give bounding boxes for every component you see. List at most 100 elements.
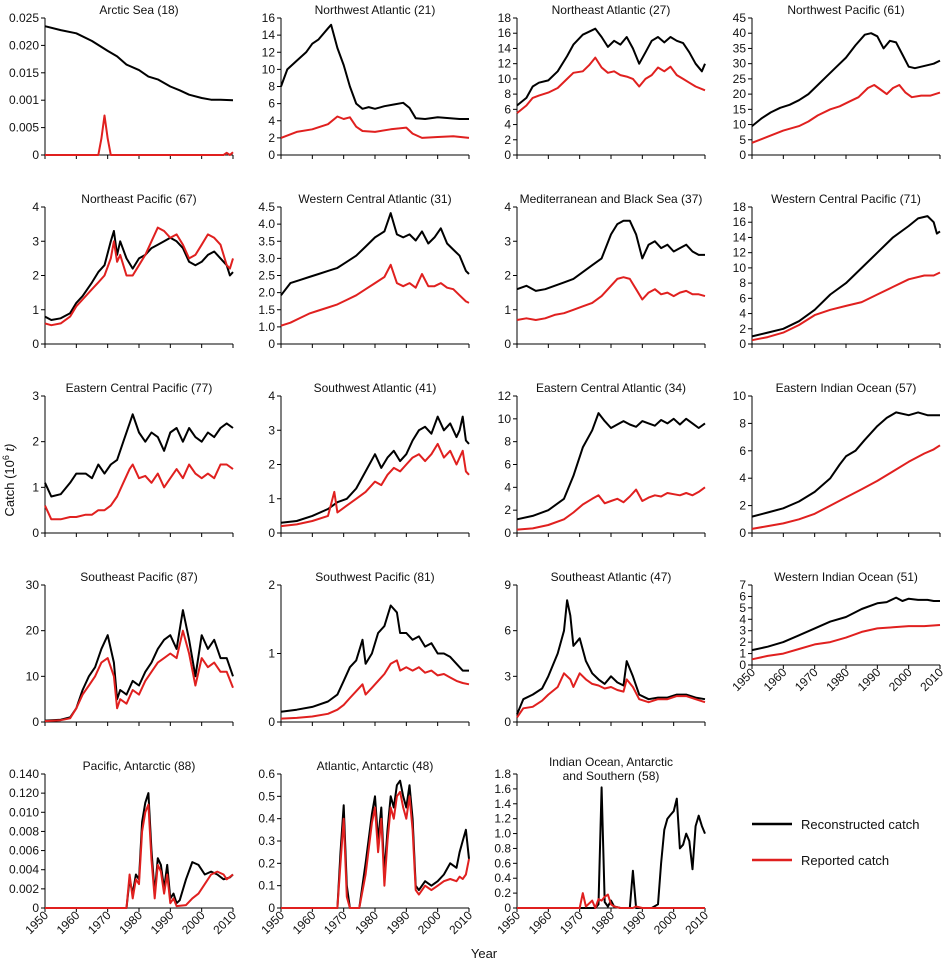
reconstructed-catch-line — [516, 219, 705, 292]
y-tick-label: 10 — [498, 72, 512, 86]
y-tick-label: 12 — [262, 45, 276, 59]
x-tick-label: 2000 — [651, 908, 680, 937]
y-tick-label: 0.025 — [9, 11, 39, 25]
y-tick-label: 8 — [504, 87, 511, 101]
y-tick-label: 2 — [504, 133, 511, 147]
panel-title: Southeast Pacific (87) — [80, 570, 197, 584]
y-tick-label: 0 — [504, 901, 511, 915]
y-tick-label: 2 — [268, 131, 275, 145]
reported-catch-line — [45, 803, 234, 909]
reported-catch-line — [751, 84, 941, 144]
panel-title: Southwest Atlantic (41) — [314, 381, 437, 395]
reconstructed-catch-line — [280, 212, 470, 296]
y-tick-label: 2 — [739, 322, 746, 336]
y-tick-label: 10 — [733, 118, 747, 132]
y-tick-label: 0 — [268, 715, 275, 729]
reported-catch-line — [281, 790, 470, 909]
y-tick-label: 1.8 — [494, 767, 511, 781]
panel-0: 0 0.005 0.001 0.015 0.020 0.025 Arctic Sea (18… — [9, 3, 234, 162]
y-tick-label: 4 — [32, 200, 39, 214]
x-tick-label: 1960 — [54, 908, 83, 937]
y-tick-label: 4 — [268, 389, 275, 403]
panel-title: Western Central Pacific (71) — [771, 192, 921, 206]
y-tick-label: 8 — [504, 435, 511, 449]
y-tick-label: 0 — [268, 901, 275, 915]
y-tick-label: 45 — [733, 11, 747, 25]
y-tick-label: 0.002 — [9, 882, 39, 896]
y-tick-label: 14 — [262, 28, 276, 42]
reported-catch-line — [751, 271, 941, 342]
x-tick-label: 2000 — [179, 908, 208, 937]
reconstructed-catch-line — [751, 596, 940, 652]
panel-title: Eastern Central Atlantic (34) — [536, 381, 686, 395]
x-tick-label: 1970 — [321, 908, 350, 937]
x-tick-label: 1950 — [22, 908, 51, 937]
y-tick-label: 10 — [733, 261, 747, 275]
x-tick-label: 2010 — [917, 665, 946, 694]
y-tick-label: 16 — [733, 215, 747, 229]
y-tick-label: 1 — [32, 303, 39, 317]
y-tick-label: 0.020 — [9, 38, 39, 52]
y-tick-label: 12 — [498, 389, 512, 403]
panel-title: Northeast Pacific (67) — [81, 192, 196, 206]
y-tick-label: 4 — [739, 471, 746, 485]
reconstructed-catch-line — [751, 32, 941, 127]
reconstructed-catch-line — [751, 215, 941, 338]
y-tick-label: 1.0 — [494, 827, 511, 841]
panel-12: 0 10 20 30 Southeast Pacific (87) — [26, 570, 234, 729]
y-tick-label: 1 — [504, 303, 511, 317]
y-tick-label: 3 — [739, 624, 746, 638]
y-tick-label: 2 — [739, 499, 746, 513]
y-tick-label: 0.5 — [258, 789, 275, 803]
panel-title: Southwest Pacific (81) — [315, 570, 434, 584]
panel-title: Atlantic, Antarctic (48) — [317, 759, 434, 773]
y-tick-label: 20 — [733, 87, 747, 101]
panel-4: 0 1 2 3 4 Northeast Pacific (67) — [32, 192, 234, 351]
x-tick-label: 1980 — [116, 908, 145, 937]
panel-title: Pacific, Antarctic (88) — [83, 759, 196, 773]
x-tick-label: 2010 — [446, 908, 475, 937]
y-tick-label: 0 — [504, 715, 511, 729]
y-tick-label: 0.2 — [258, 856, 275, 870]
y-tick-label: 3.5 — [258, 234, 275, 248]
y-tick-label: 12 — [498, 57, 512, 71]
x-tick-label: 1990 — [384, 908, 413, 937]
y-tick-label: 5 — [739, 133, 746, 147]
y-tick-label: 0 — [504, 148, 511, 162]
y-tick-label: 3 — [268, 423, 275, 437]
x-tick-label: 2000 — [886, 665, 915, 694]
y-tick-label: 2 — [504, 503, 511, 517]
y-tick-label: 5 — [739, 601, 746, 615]
panel-title-line: and Southern (58) — [563, 769, 660, 783]
y-tick-label: 0 — [32, 526, 39, 540]
y-tick-label: 1.5 — [258, 303, 275, 317]
reconstructed-catch-line — [281, 779, 470, 909]
y-tick-label: 25 — [733, 72, 747, 86]
y-tick-label: 2 — [268, 458, 275, 472]
reconstructed-catch-line — [751, 411, 940, 518]
y-tick-label: 18 — [498, 11, 512, 25]
y-tick-label: 0.1 — [258, 879, 275, 893]
y-tick-label: 14 — [498, 41, 512, 55]
y-tick-label: 30 — [733, 57, 747, 71]
y-tick-label: 0.008 — [9, 824, 39, 838]
reported-catch-line — [516, 56, 706, 114]
y-tick-label: 14 — [733, 230, 747, 244]
y-tick-label: 0 — [504, 526, 511, 540]
y-tick-label: 4 — [504, 118, 511, 132]
y-tick-label: 0.005 — [9, 121, 39, 135]
y-tick-label: 1.2 — [494, 812, 511, 826]
y-tick-label: 1 — [268, 647, 275, 661]
y-tick-label: 18 — [733, 200, 747, 214]
y-tick-label: 2.0 — [258, 286, 275, 300]
reported-catch-line — [516, 486, 706, 531]
y-tick-label: 0 — [739, 337, 746, 351]
legend: Reconstructed catch Reported catch — [752, 817, 920, 868]
y-tick-label: 4.0 — [258, 217, 275, 231]
y-tick-label: 0.140 — [9, 767, 39, 781]
x-tick-label: 1960 — [290, 908, 319, 937]
reported-catch-line — [751, 624, 941, 661]
y-tick-label: 2 — [504, 269, 511, 283]
